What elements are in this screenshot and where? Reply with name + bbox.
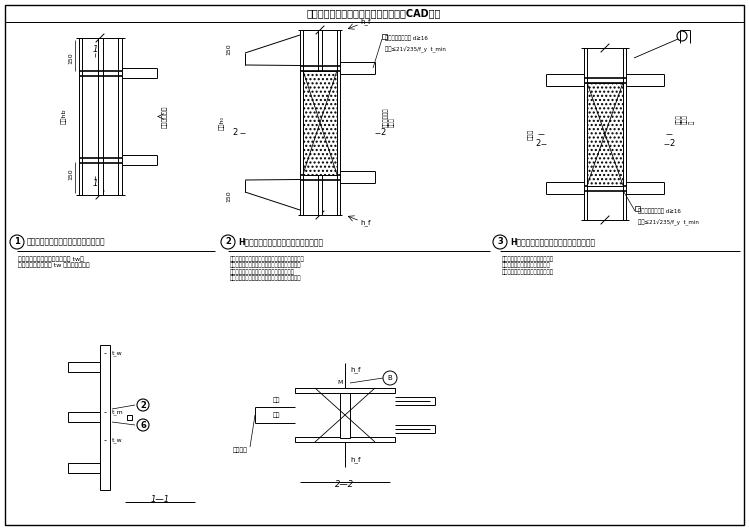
Text: 2: 2 (536, 139, 541, 148)
Text: t_w: t_w (112, 437, 123, 443)
Text: 2: 2 (670, 139, 675, 148)
Text: 补焊: 补焊 (273, 397, 280, 403)
Text: （补强腹板制在节点域高部片，补腹
与柱翼缘水平加钢筋对其采用腹夹
对装焊，在板域范围内用叠焊装接）: （补强腹板制在节点域高部片，补腹 与柱翼缘水平加钢筋对其采用腹夹 对装焊，在板域… (502, 256, 554, 275)
Text: 拼腹板: 拼腹板 (528, 128, 534, 139)
Bar (318, 30, 322, 215)
Bar (303, 70, 337, 174)
Text: 柱腹板在节点
域补强: 柱腹板在节点 域补强 (383, 108, 395, 127)
Text: M: M (337, 381, 343, 385)
Text: 1: 1 (14, 237, 20, 246)
Text: H型钢柱腹板在节点域的补强措施（二）: H型钢柱腹板在节点域的补强措施（二） (510, 237, 595, 246)
Text: 焊接工字形柱腹板在节点域的补强措施: 焊接工字形柱腹板在节点域的补强措施 (27, 237, 106, 246)
Text: h_f: h_f (350, 457, 360, 463)
Text: 150: 150 (68, 169, 73, 180)
Text: 2: 2 (225, 237, 231, 246)
Bar (337, 30, 340, 215)
Bar (68, 463, 100, 473)
Bar (79, 38, 82, 195)
Bar (295, 388, 395, 393)
Bar (382, 34, 387, 39)
Text: 150: 150 (68, 52, 73, 64)
Bar (295, 437, 395, 442)
Text: 2—2: 2—2 (336, 480, 354, 489)
Text: B: B (388, 375, 392, 381)
Text: 节点域
补强腹
板: 节点域 补强腹 板 (676, 114, 694, 124)
Text: 柱腹板补强板: 柱腹板补强板 (163, 105, 168, 128)
Text: （当节点域厚度不足满足小于腹板厚度时，用单面拼
量，将过腹板并安装圆孔及窗拼装，并划时，拼拼
腹板拼法平部拼，与柱基础前景充后焊接，与
腹板适用焊接连接，在板域: （当节点域厚度不足满足小于腹板厚度时，用单面拼 量，将过腹板并安装圆孔及窗拼装，… (230, 256, 305, 281)
Text: 3: 3 (497, 237, 503, 246)
Bar (635, 206, 640, 211)
Text: t_m: t_m (112, 409, 124, 415)
Text: 单面: 单面 (273, 412, 280, 418)
Bar (68, 412, 100, 422)
Text: 150: 150 (226, 190, 231, 202)
Text: 柱高hb: 柱高hb (61, 109, 67, 124)
Text: h_f: h_f (360, 219, 371, 226)
Bar (100, 345, 110, 490)
Text: 钢柱腹板在节点域的补强措施节点构造CAD详图: 钢柱腹板在节点域的补强措施节点构造CAD详图 (307, 8, 441, 18)
Bar (623, 48, 626, 220)
Text: 2: 2 (232, 128, 237, 137)
Text: h_f: h_f (360, 19, 371, 25)
Text: 6: 6 (140, 420, 146, 429)
Bar (300, 30, 303, 215)
Text: 柱高h₀: 柱高h₀ (219, 116, 225, 129)
Text: 150: 150 (226, 43, 231, 55)
Text: 2: 2 (140, 401, 146, 410)
Bar (587, 83, 623, 186)
Text: 间距≤21√235/f_y  t_min: 间距≤21√235/f_y t_min (638, 218, 699, 225)
Bar (584, 48, 587, 220)
Bar (97, 38, 103, 195)
Text: 圆弧焊缝板，直径 d≥16: 圆弧焊缝板，直径 d≥16 (385, 35, 428, 41)
Bar (340, 393, 350, 438)
Text: H型钢柱腹板在节点域的补强措施（一）: H型钢柱腹板在节点域的补强措施（一） (238, 237, 323, 246)
Text: t_w: t_w (112, 350, 123, 356)
Text: 1: 1 (92, 46, 97, 55)
Text: 2: 2 (380, 128, 386, 137)
Text: h_f: h_f (350, 367, 360, 373)
Bar (118, 38, 121, 195)
Bar (68, 362, 100, 372)
Text: 1: 1 (92, 179, 97, 188)
Text: 单页补强: 单页补强 (232, 447, 247, 453)
Text: 1—1: 1—1 (151, 496, 169, 505)
Text: 圆弧焊缝板，直径 d≥16: 圆弧焊缝板，直径 d≥16 (638, 208, 681, 214)
Text: 间距≤21√235/f_y  t_min: 间距≤21√235/f_y t_min (385, 45, 446, 52)
Bar (127, 415, 132, 420)
Text: （将柱腹板在节点域局部加厚为 tw，
并与柱翼缘的柱腹板 tw 进行工厂拼接）: （将柱腹板在节点域局部加厚为 tw， 并与柱翼缘的柱腹板 tw 进行工厂拼接） (18, 256, 90, 268)
